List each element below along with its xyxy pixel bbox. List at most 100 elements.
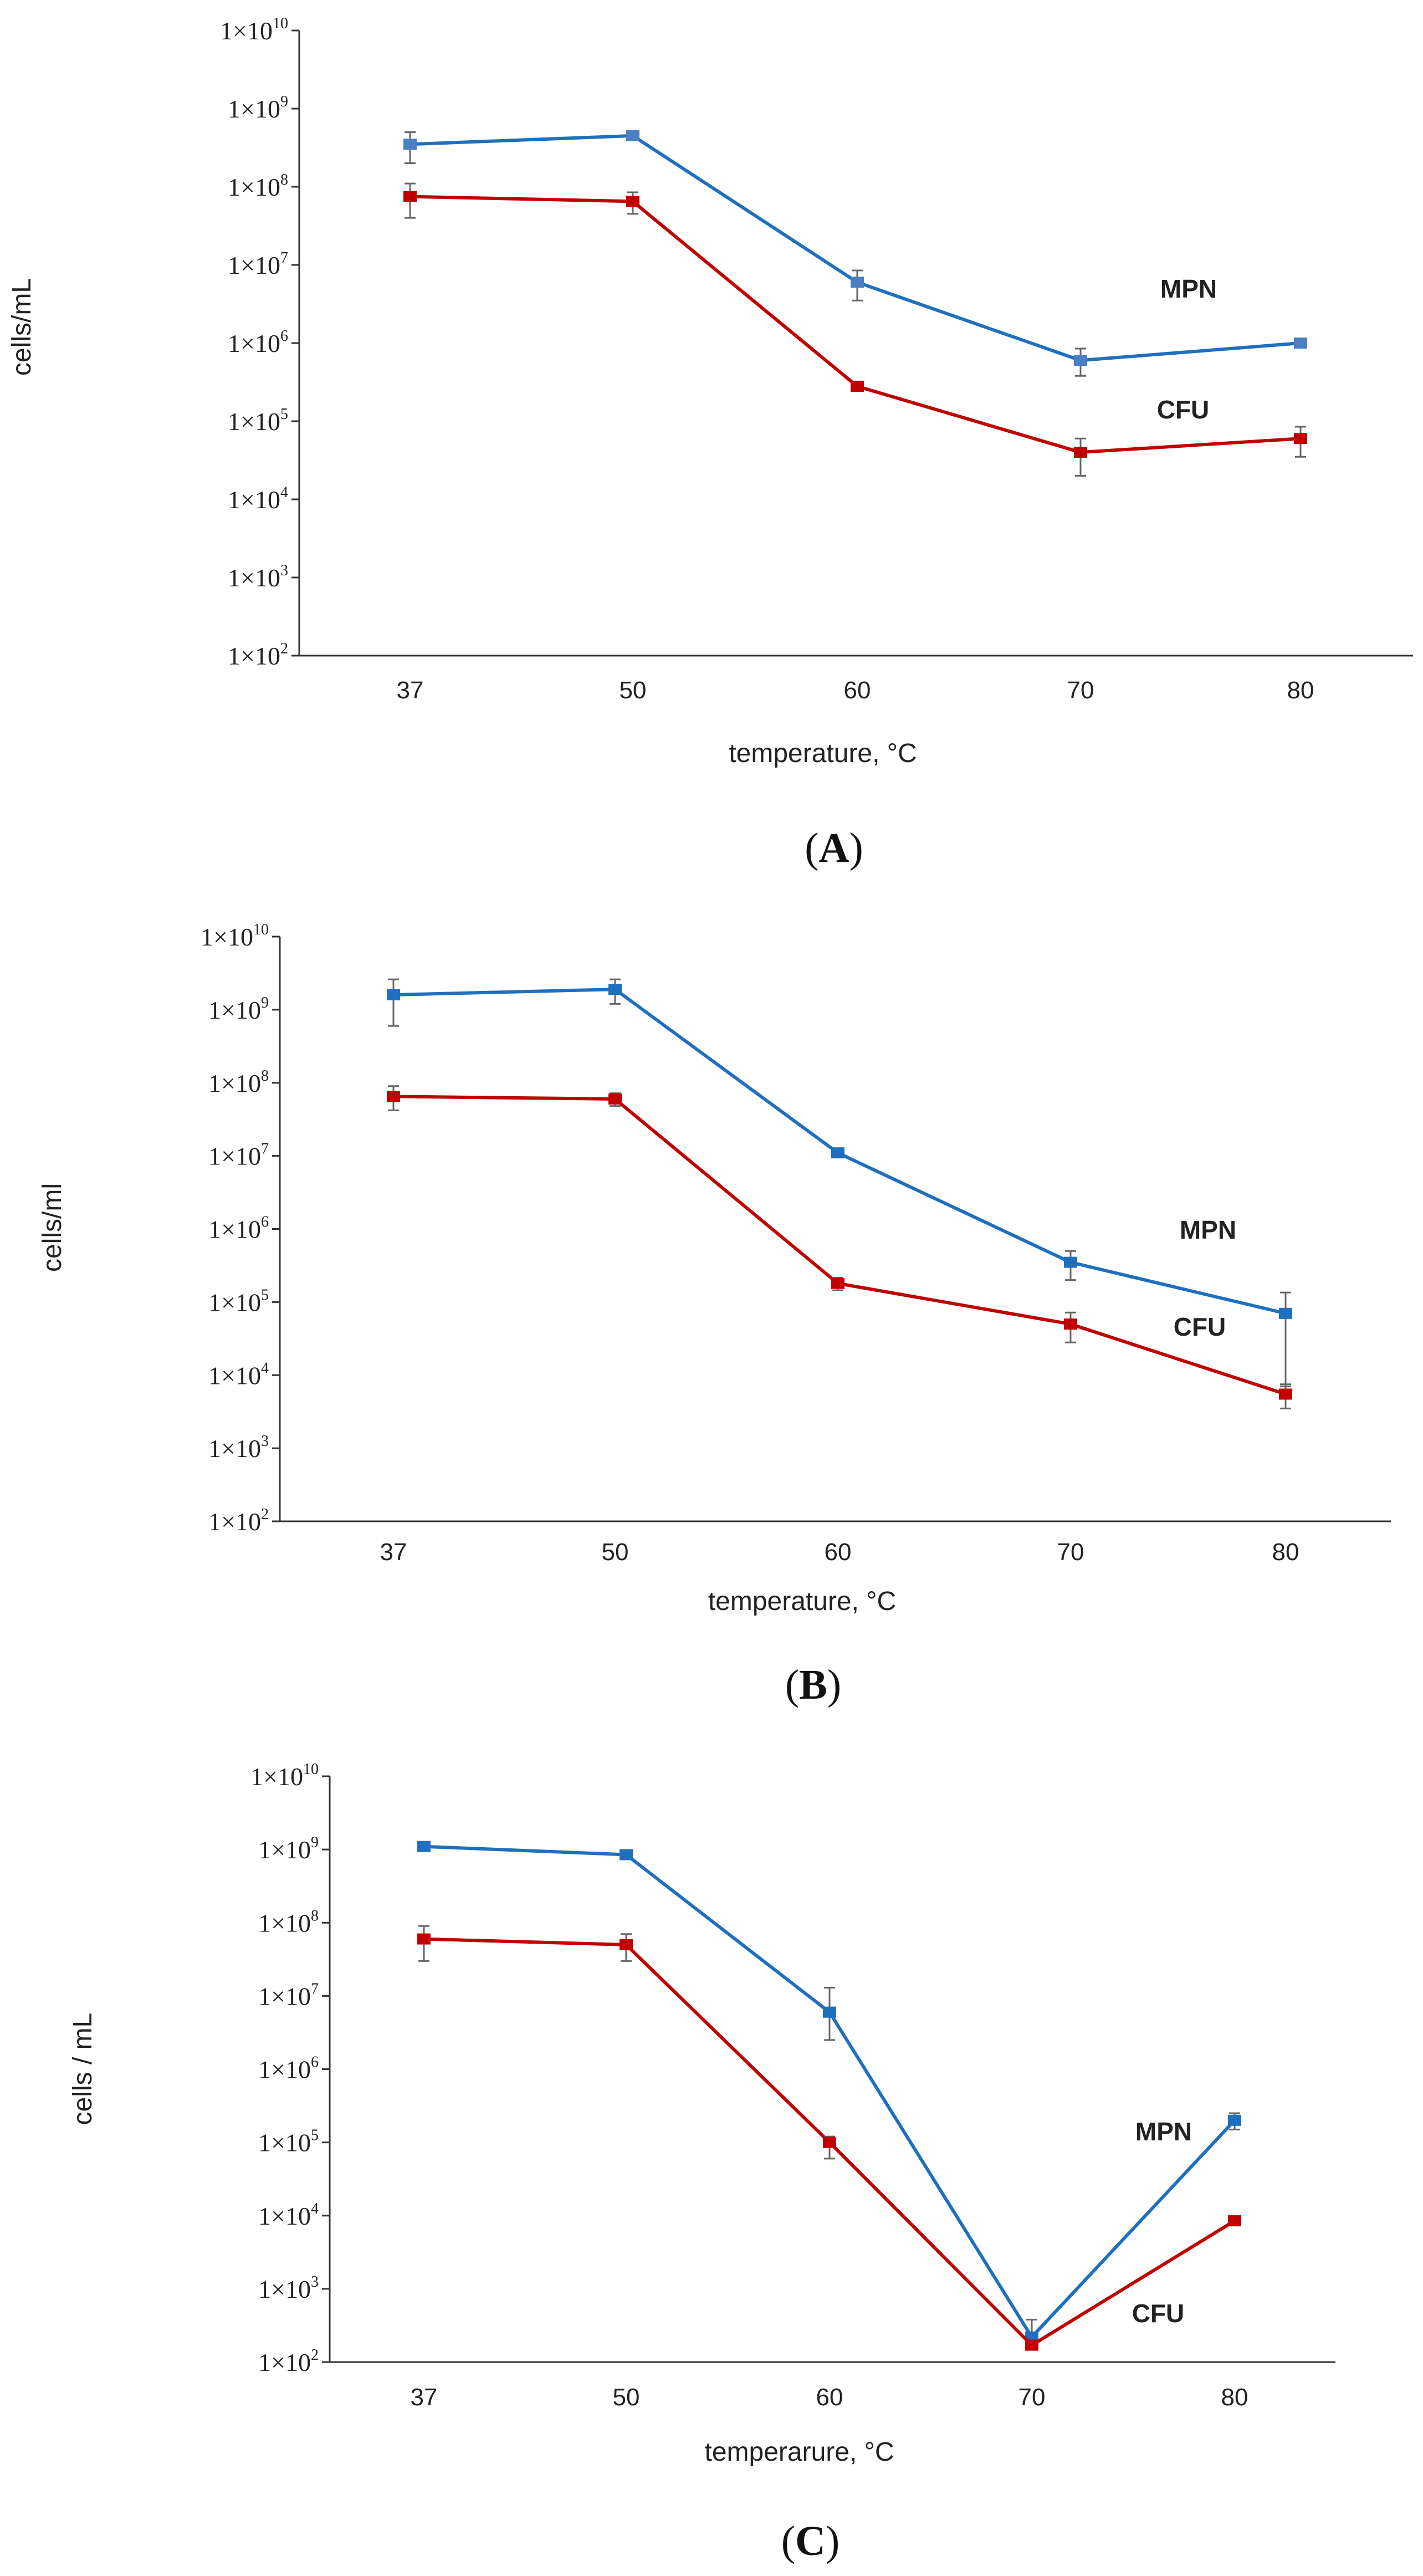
y-tick-label: 1×102 — [208, 1506, 269, 1536]
data-point — [1074, 355, 1087, 366]
series-label-cfu: CFU — [1157, 395, 1210, 424]
x-tick-label: 37 — [380, 1539, 407, 1566]
y-tick-exponent: 2 — [261, 1506, 269, 1523]
panel-letter: B — [799, 1662, 827, 1708]
x-tick-label: 37 — [411, 2384, 438, 2411]
data-point — [417, 1933, 431, 1945]
y-tick-exponent: 5 — [261, 1286, 269, 1304]
chart-panel-A: 1×102 1×103 1×104 1×105 1×106 1×107 1×108 1×109… — [7, 15, 1413, 871]
series-label-mpn: MPN — [1180, 1215, 1236, 1244]
data-point — [1228, 2114, 1241, 2126]
panel-label: (A) — [805, 825, 863, 871]
data-point — [608, 1093, 622, 1105]
data-point — [823, 2137, 836, 2148]
y-tick-exponent: 6 — [311, 2054, 319, 2071]
data-point — [831, 1277, 844, 1289]
x-tick-label: 60 — [816, 2384, 843, 2411]
series-label-cfu: CFU — [1132, 2299, 1185, 2328]
y-tick-label: 1×106 — [228, 328, 288, 357]
chart-panel-B: 1×102 1×103 1×104 1×105 1×106 1×107 1×108 1×109… — [38, 921, 1391, 1708]
y-tick-label: 1×104 — [258, 2200, 319, 2230]
y-tick-exponent: 7 — [280, 249, 288, 267]
data-point — [1025, 2339, 1038, 2351]
data-point — [1294, 338, 1307, 349]
y-tick-label: 1×108 — [258, 1907, 319, 1937]
series-cfu: CFU — [403, 182, 1307, 477]
x-axis-label: temperature, °C — [729, 739, 917, 768]
y-tick-exponent: 5 — [311, 2127, 319, 2144]
series-cfu: CFU — [387, 1085, 1292, 1409]
y-tick-exponent: 9 — [311, 1834, 319, 1851]
x-tick-label: 60 — [844, 677, 871, 704]
data-point — [626, 130, 639, 141]
y-tick-label: 1×103 — [208, 1433, 269, 1463]
y-tick-exponent: 2 — [280, 640, 288, 657]
data-point — [620, 1849, 633, 1861]
data-point — [1064, 1256, 1077, 1268]
y-tick-exponent: 3 — [261, 1433, 269, 1450]
series-line — [423, 1844, 1236, 2340]
y-axis-label: cells/mL — [7, 278, 37, 376]
x-tick-label: 80 — [1221, 2384, 1248, 2411]
y-tick-label: 1×102 — [258, 2347, 319, 2376]
y-tick-exponent: 7 — [261, 1141, 269, 1158]
y-tick-exponent: 3 — [280, 562, 288, 579]
series-label-mpn: MPN — [1135, 2117, 1192, 2146]
y-tick-exponent: 8 — [311, 1907, 319, 1924]
y-tick-label: 1×1010 — [220, 15, 288, 45]
panel-label: (C) — [781, 2518, 840, 2564]
y-tick-exponent: 4 — [311, 2200, 319, 2217]
data-point — [1074, 447, 1087, 458]
y-axis-label: cells/ml — [38, 1183, 67, 1272]
y-tick-label: 1×105 — [208, 1286, 269, 1316]
data-point — [823, 2006, 836, 2018]
y-tick-label: 1×105 — [228, 406, 288, 436]
y-tick-exponent: 5 — [280, 406, 288, 423]
x-tick-label: 70 — [1057, 1539, 1084, 1566]
y-tick-exponent: 6 — [280, 328, 288, 345]
series-label-cfu: CFU — [1174, 1312, 1226, 1341]
y-tick-label: 1×106 — [208, 1214, 269, 1244]
y-tick-label: 1×1010 — [201, 921, 269, 951]
y-tick-exponent: 10 — [303, 1761, 319, 1778]
y-tick-exponent: 4 — [280, 484, 288, 501]
y-tick-label: 1×104 — [228, 484, 288, 514]
data-point — [387, 989, 400, 1000]
x-axis-label: temperarure, °C — [705, 2437, 894, 2467]
y-tick-exponent: 10 — [273, 15, 288, 32]
y-tick-label: 1×102 — [228, 640, 288, 670]
x-tick-label: 80 — [1272, 1539, 1299, 1566]
data-point — [403, 139, 417, 150]
x-tick-label: 50 — [602, 1539, 629, 1566]
y-tick-exponent: 8 — [261, 1067, 269, 1085]
y-tick-exponent: 10 — [253, 921, 269, 938]
y-tick-label: 1×103 — [228, 562, 288, 592]
y-tick-label: 1×107 — [208, 1141, 269, 1171]
data-point — [831, 1147, 844, 1159]
series-line — [410, 134, 1301, 362]
series-label-mpn: MPN — [1160, 274, 1217, 303]
y-tick-exponent: 3 — [311, 2273, 319, 2291]
y-tick-exponent: 2 — [311, 2347, 319, 2364]
y-tick-label: 1×107 — [228, 249, 288, 279]
data-point — [1279, 1307, 1292, 1319]
data-point — [403, 191, 417, 202]
series-mpn: MPN — [417, 1841, 1241, 2350]
x-tick-label: 70 — [1018, 2384, 1046, 2411]
data-point — [1228, 2215, 1241, 2227]
y-tick-label: 1×107 — [258, 1980, 319, 2010]
panel-label: (B) — [785, 1662, 841, 1708]
data-point — [1294, 433, 1307, 444]
data-point — [417, 1841, 431, 1852]
data-point — [620, 1939, 633, 1951]
data-point — [626, 196, 639, 207]
y-tick-label: 1×106 — [258, 2054, 319, 2084]
y-axis-label: cells / mL — [68, 2013, 98, 2125]
x-tick-label: 37 — [397, 677, 424, 704]
series-cfu: CFU — [417, 1925, 1241, 2351]
y-tick-label: 1×108 — [228, 171, 288, 201]
x-tick-label: 60 — [825, 1539, 852, 1566]
y-tick-exponent: 6 — [261, 1214, 269, 1231]
y-tick-label: 1×109 — [228, 93, 288, 123]
